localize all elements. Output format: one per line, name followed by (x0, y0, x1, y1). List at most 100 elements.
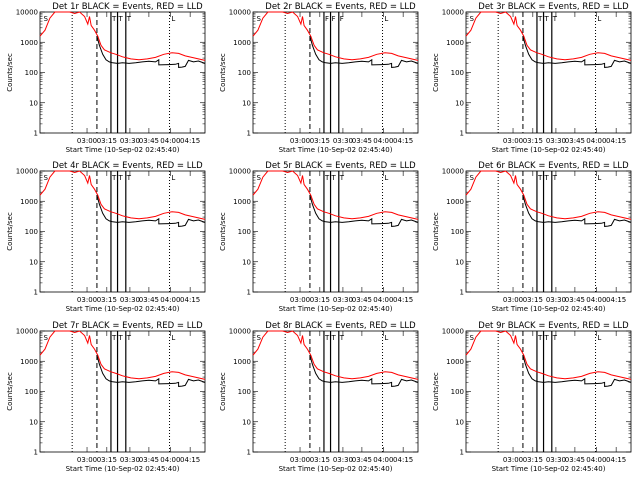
x-axis-label: Start Time (10-Sep-02 02:45:40) (492, 146, 606, 154)
y-tick-label: 1000 (446, 198, 464, 206)
x-tick-label: 03:00 (77, 137, 97, 145)
x-tick-label: 04:00 (373, 137, 393, 145)
x-tick-label: 04:15 (606, 296, 626, 304)
x-tick-label: 03:45 (352, 456, 372, 464)
x-tick-label: 03:00 (503, 456, 523, 464)
attenuator-mark: S (43, 334, 48, 342)
attenuator-mark: T (111, 174, 117, 182)
x-tick-label: 03:45 (565, 296, 585, 304)
attenuator-mark: S (256, 334, 261, 342)
y-tick-label: 1000 (446, 39, 464, 47)
x-tick-label: 04:15 (393, 456, 413, 464)
x-tick-label: 03:00 (290, 296, 310, 304)
y-tick-label: 1000 (20, 39, 38, 47)
y-tick-label: 10000 (442, 328, 464, 336)
x-tick-label: 03:45 (139, 137, 159, 145)
y-tick-label: 100 (238, 228, 251, 236)
y-tick-label: 100 (451, 388, 464, 396)
attenuator-mark: L (171, 15, 175, 23)
x-tick-label: 03:30 (120, 456, 140, 464)
attenuator-mark: L (171, 174, 175, 182)
series-events-line (96, 36, 206, 68)
y-tick-label: 1000 (233, 198, 251, 206)
x-tick-label: 04:00 (160, 456, 180, 464)
attenuator-mark: L (384, 334, 388, 342)
series-lld-line (465, 330, 632, 380)
x-tick-label: 03:45 (565, 137, 585, 145)
attenuator-mark: S (469, 174, 474, 182)
x-tick-label: 04:00 (586, 137, 606, 145)
x-tick-label: 03:30 (546, 456, 566, 464)
x-tick-label: 03:30 (546, 137, 566, 145)
attenuator-mark: L (597, 15, 601, 23)
y-axis-label: Counts/sec (6, 53, 14, 92)
y-tick-label: 1 (247, 449, 251, 457)
x-tick-label: 03:45 (139, 456, 159, 464)
series-events-line (96, 355, 206, 387)
x-tick-label: 03:15 (523, 296, 543, 304)
x-tick-label: 04:00 (586, 456, 606, 464)
plot-frame (39, 11, 206, 134)
attenuator-mark: T (339, 334, 345, 342)
y-tick-label: 10 (29, 418, 38, 426)
x-tick-label: 03:15 (97, 137, 117, 145)
chart-panel-3: Det 3r BLACK = Events, RED = LLD 1 10 100 10… (432, 2, 632, 154)
y-axis-label: Counts/sec (219, 372, 227, 411)
y-axis-label: Counts/sec (432, 53, 440, 92)
plot-frame (465, 170, 632, 293)
attenuator-mark: F (332, 15, 336, 23)
x-tick-label: 04:00 (373, 296, 393, 304)
y-tick-label: 1 (460, 289, 464, 297)
x-tick-label: 03:00 (290, 456, 310, 464)
y-tick-label: 1 (460, 130, 464, 138)
y-tick-label: 100 (451, 228, 464, 236)
x-tick-label: 04:15 (606, 456, 626, 464)
y-tick-label: 10000 (442, 9, 464, 17)
series-lld-line (465, 11, 632, 61)
attenuator-mark: T (118, 15, 124, 23)
y-tick-label: 10000 (229, 168, 251, 176)
chart-panel-5: Det 5r BLACK = Events, RED = LLD 1 10 100 10… (219, 161, 419, 313)
chart-panel-4: Det 4r BLACK = Events, RED = LLD 1 10 100 10… (6, 161, 206, 313)
attenuator-mark: F (325, 15, 329, 23)
x-tick-label: 04:15 (180, 456, 200, 464)
attenuator-mark: T (111, 334, 117, 342)
attenuator-mark: F (340, 15, 344, 23)
x-tick-label: 03:45 (352, 137, 372, 145)
x-axis-label: Start Time (10-Sep-02 02:45:40) (66, 465, 180, 473)
y-tick-label: 1000 (20, 198, 38, 206)
x-axis-label: Start Time (10-Sep-02 02:45:40) (279, 146, 393, 154)
y-tick-label: 100 (25, 388, 38, 396)
x-tick-label: 03:30 (546, 296, 566, 304)
chart-title: Det 2r BLACK = Events, RED = LLD (265, 2, 416, 12)
x-tick-label: 04:15 (393, 137, 413, 145)
chart-panel-9: Det 9r BLACK = Events, RED = LLD 1 10 100 10… (432, 321, 632, 473)
y-tick-label: 10000 (16, 168, 38, 176)
y-axis-label: Counts/sec (432, 212, 440, 251)
attenuator-mark: T (324, 174, 330, 182)
x-tick-label: 03:00 (77, 456, 97, 464)
chart-title: Det 7r BLACK = Events, RED = LLD (52, 321, 203, 331)
chart-panel-7: Det 7r BLACK = Events, RED = LLD 1 10 100 10… (6, 321, 206, 473)
x-tick-label: 03:30 (333, 296, 353, 304)
y-tick-label: 1 (247, 289, 251, 297)
y-tick-label: 100 (238, 388, 251, 396)
x-tick-label: 03:15 (97, 296, 117, 304)
attenuator-mark: L (384, 15, 388, 23)
y-axis-label: Counts/sec (219, 212, 227, 251)
series-events-line (522, 195, 632, 227)
plot-frame (465, 11, 632, 134)
attenuator-mark: T (339, 174, 345, 182)
chart-panel-8: Det 8r BLACK = Events, RED = LLD 1 10 100 10… (219, 321, 419, 473)
chart-title: Det 6r BLACK = Events, RED = LLD (478, 161, 629, 171)
plot-frame (252, 11, 419, 134)
y-tick-label: 1 (34, 130, 38, 138)
attenuator-mark: L (597, 334, 601, 342)
y-tick-label: 10 (242, 258, 251, 266)
x-tick-label: 04:15 (393, 296, 413, 304)
series-events-line (96, 195, 206, 227)
attenuator-mark: T (537, 174, 543, 182)
x-tick-label: 03:15 (310, 296, 330, 304)
attenuator-mark: L (384, 174, 388, 182)
x-tick-label: 04:00 (160, 137, 180, 145)
